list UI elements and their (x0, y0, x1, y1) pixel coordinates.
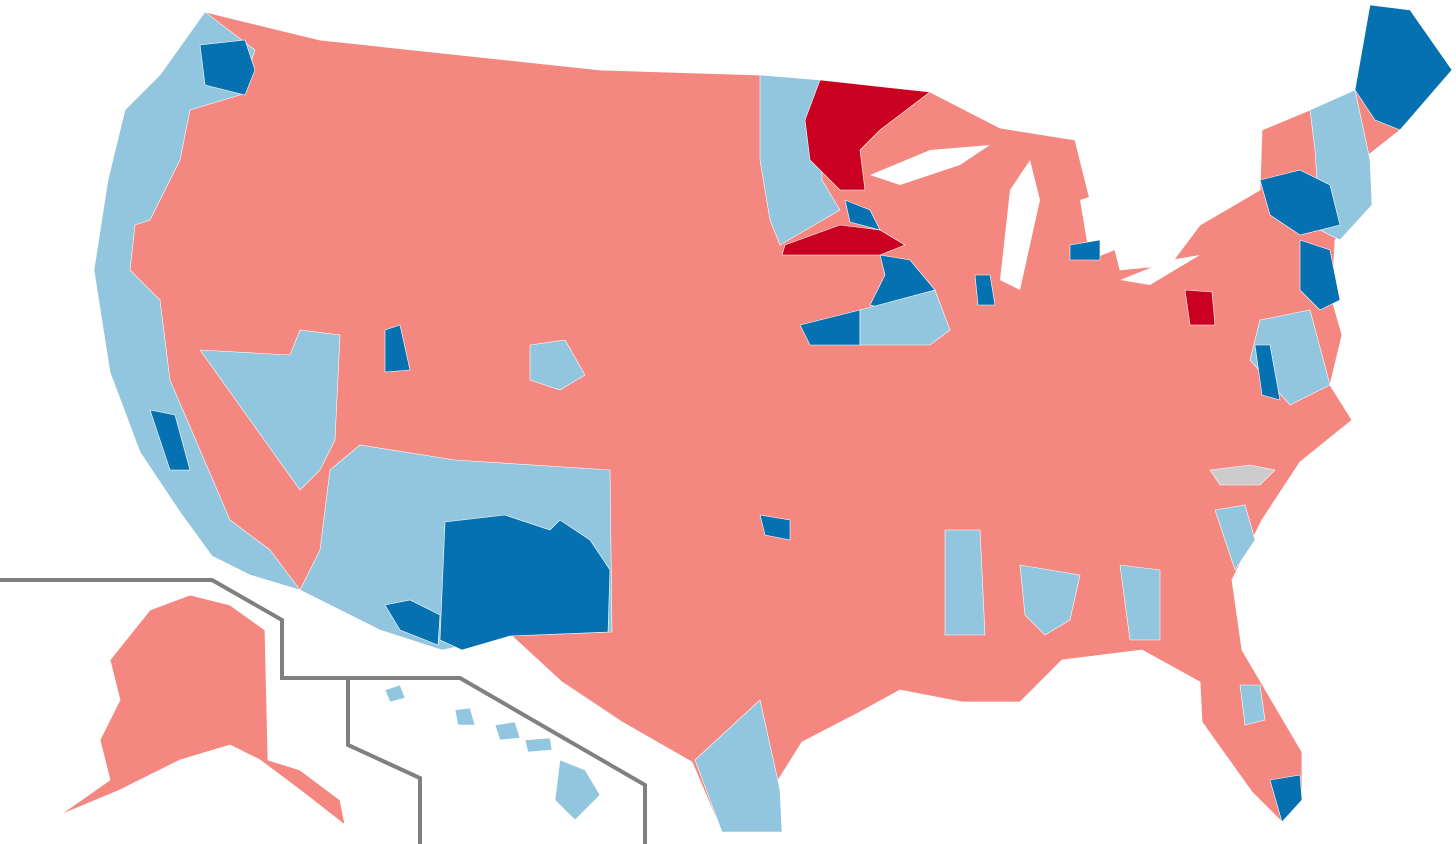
district (1019, 564, 1081, 636)
district (844, 199, 881, 231)
district (1069, 239, 1101, 261)
district (759, 514, 791, 541)
district (1259, 169, 1341, 236)
district (1214, 504, 1256, 571)
hawaii (384, 684, 406, 703)
alaska (59, 594, 346, 826)
district (781, 224, 906, 256)
hawaii (494, 721, 521, 741)
district (199, 329, 341, 491)
lake (1000, 160, 1040, 290)
district (384, 599, 441, 646)
district (384, 324, 411, 373)
district (1209, 464, 1276, 486)
district (694, 699, 783, 833)
district (974, 274, 996, 306)
district (1239, 684, 1266, 726)
lake (870, 145, 990, 185)
district (529, 339, 586, 391)
district (439, 514, 611, 651)
district (1269, 774, 1303, 823)
inset-frame (346, 678, 422, 844)
inset-frame (0, 578, 345, 680)
hawaii (524, 737, 553, 753)
district (1354, 4, 1453, 131)
lake (1120, 255, 1200, 285)
district (199, 39, 256, 96)
district (149, 409, 191, 471)
hawaii (554, 759, 601, 821)
inset-frame (345, 676, 647, 844)
district (1184, 289, 1216, 326)
district (93, 11, 301, 591)
district (859, 289, 951, 346)
district (1119, 564, 1161, 641)
district (1299, 239, 1341, 311)
district (804, 79, 931, 191)
hawaii (454, 707, 476, 726)
district (1254, 344, 1281, 401)
district (944, 529, 986, 636)
